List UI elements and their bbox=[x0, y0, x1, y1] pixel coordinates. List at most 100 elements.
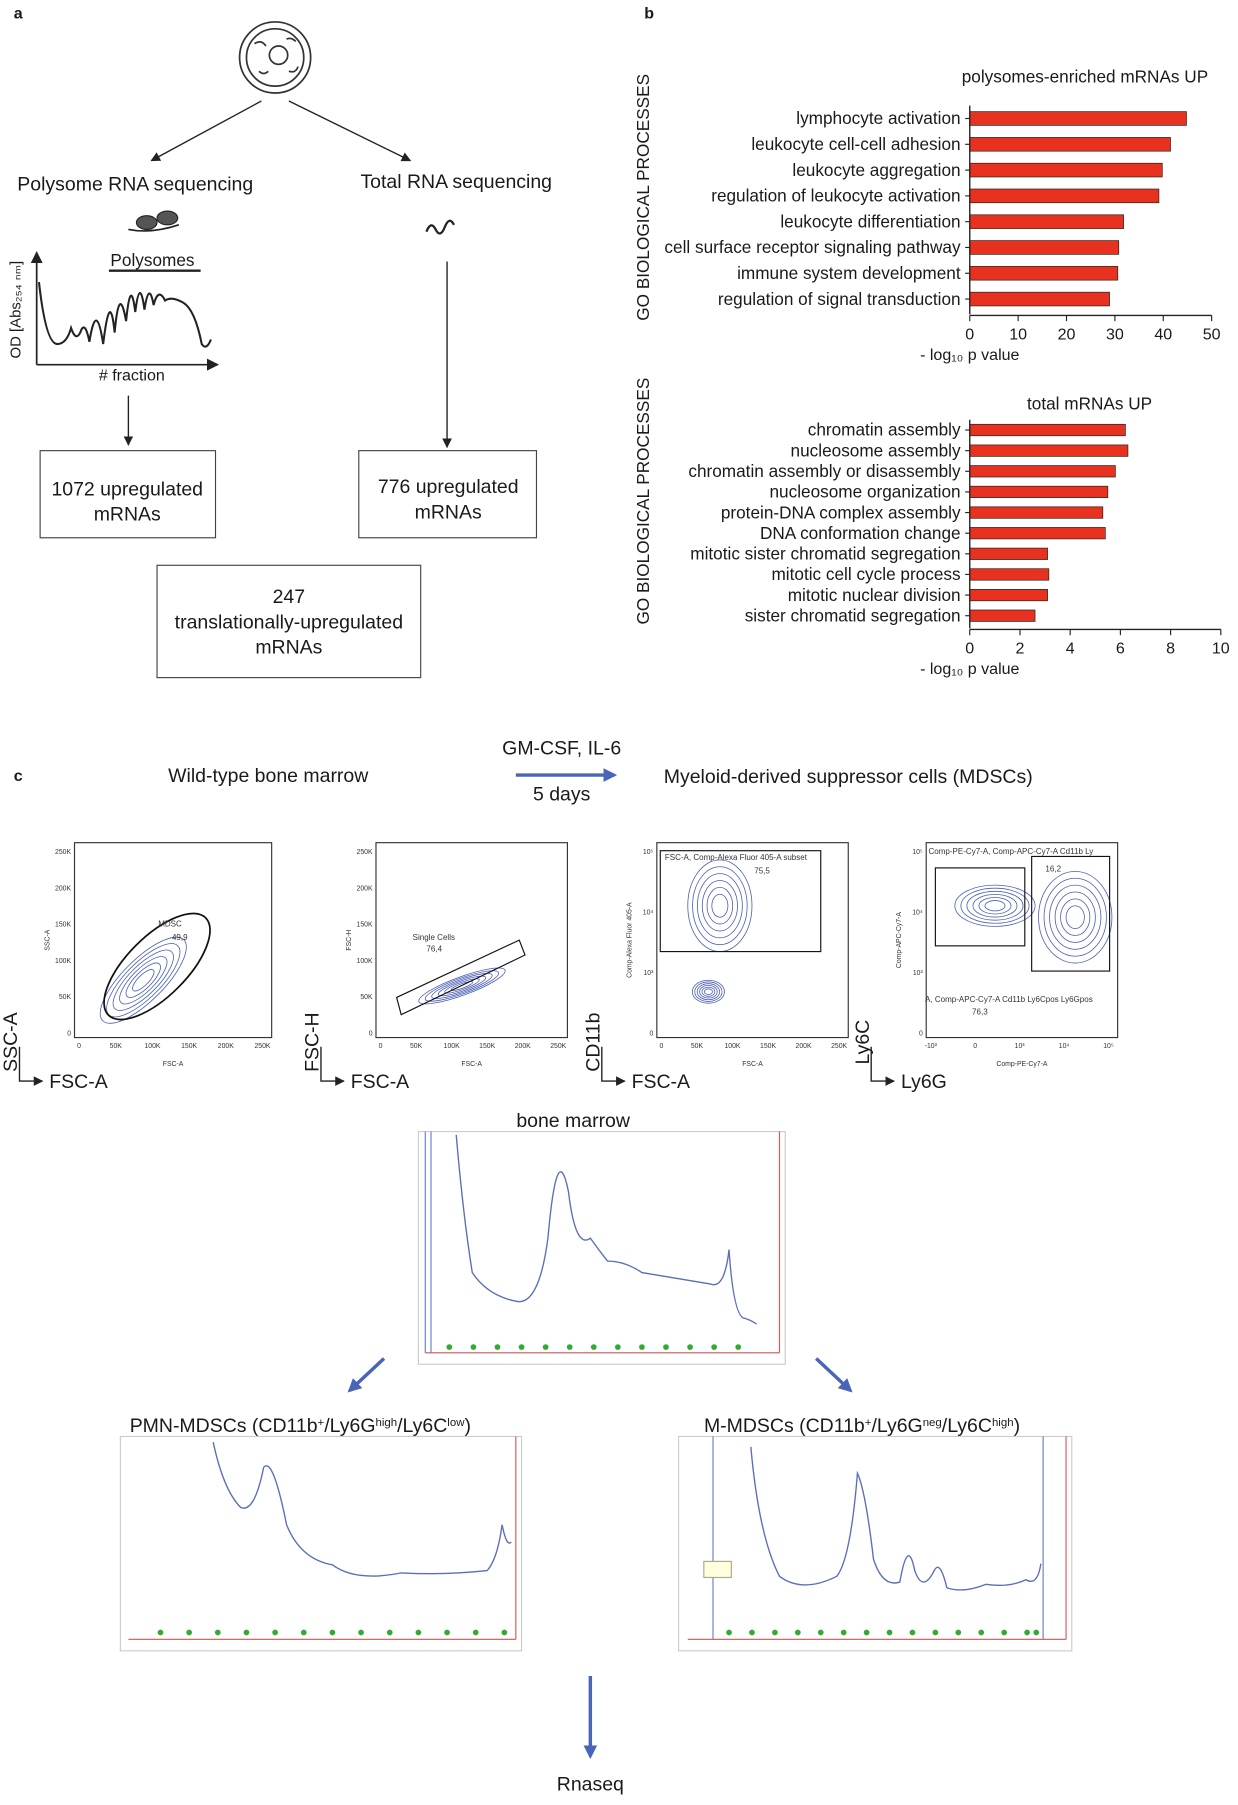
gate bbox=[934, 867, 1026, 947]
bar bbox=[969, 188, 1160, 204]
contour bbox=[437, 975, 487, 997]
plot-frame bbox=[73, 842, 273, 1039]
bar bbox=[969, 214, 1124, 229]
final-step: Rnaseq bbox=[557, 1774, 624, 1796]
gate-name: FSC-A, Comp-Alexa Fluor 405-A subset bbox=[665, 853, 808, 862]
contour bbox=[444, 978, 480, 994]
category-label: mitotic sister chromatid segregation bbox=[690, 544, 960, 564]
ribosome-icon bbox=[128, 210, 180, 232]
y-axis-label: SSC-A bbox=[0, 1012, 22, 1072]
x-axis-label: FSC-A bbox=[49, 1071, 107, 1093]
x-tick-label: 250K bbox=[831, 1043, 847, 1050]
contour bbox=[132, 969, 155, 992]
x-tick-label: 50K bbox=[691, 1043, 704, 1050]
method-label: Total RNA sequencing bbox=[360, 171, 552, 193]
y-axis-title: Comp-Alexa Fluor 405-A bbox=[627, 902, 634, 978]
title-part: high bbox=[992, 1417, 1014, 1429]
x-tick-label: 0 bbox=[379, 1043, 383, 1050]
category-label: nucleosome organization bbox=[770, 482, 961, 502]
contour bbox=[972, 893, 1018, 918]
x-tick-label: 200K bbox=[515, 1043, 531, 1050]
panel-letter: b bbox=[644, 4, 654, 22]
gate-name: Single Cells bbox=[413, 933, 455, 942]
panel-c: c Wild-type bone marrow GM-CSF, IL-6 5 d… bbox=[0, 737, 1119, 1796]
x-tick-label: 0 bbox=[965, 640, 974, 658]
contour bbox=[1043, 877, 1107, 957]
title-part: /Ly6C bbox=[397, 1415, 447, 1437]
plot-frame bbox=[925, 842, 1119, 1039]
y-tick-label: 100K bbox=[55, 958, 71, 965]
contour bbox=[450, 981, 474, 991]
y-axis-title: FSC-H bbox=[346, 930, 353, 951]
arrow bbox=[288, 100, 412, 162]
box-text: mRNAs bbox=[415, 501, 482, 523]
x-tick-label: 150K bbox=[181, 1043, 197, 1050]
panel-letter: a bbox=[14, 4, 24, 22]
category-label: sister chromatid segregation bbox=[745, 605, 961, 625]
title-part: /Ly6C bbox=[942, 1415, 992, 1437]
category-label: leukocyte aggregation bbox=[792, 160, 960, 180]
box-text: 1072 upregulated bbox=[51, 478, 203, 500]
bar bbox=[969, 444, 1129, 457]
category-label: leukocyte cell-cell adhesion bbox=[751, 134, 960, 154]
profile-title: PMN-MDSCs (CD11b+/Ly6Ghigh/Ly6Clow) bbox=[130, 1415, 471, 1437]
x-tick-label: 10 bbox=[1212, 640, 1230, 658]
bar bbox=[969, 423, 1126, 437]
panel-a: a Polysome RNA sequencing Total RNA sequ… bbox=[9, 4, 552, 679]
y-tick-label: 100K bbox=[357, 958, 373, 965]
treatment-label: GM-CSF, IL-6 bbox=[502, 737, 621, 759]
mrna-icon bbox=[425, 219, 455, 235]
y-axis-label: GO BIOLOGICAL PROCESSES bbox=[633, 378, 653, 625]
gate-value: 16,2 bbox=[1045, 864, 1061, 873]
bar bbox=[969, 266, 1119, 281]
contours bbox=[954, 870, 1113, 964]
category-label: mitotic nuclear division bbox=[788, 585, 961, 605]
contour bbox=[694, 981, 723, 1002]
x-tick-label: 50K bbox=[410, 1043, 423, 1050]
contour bbox=[701, 880, 738, 932]
gate bbox=[395, 939, 526, 1016]
box-text: 247 bbox=[273, 586, 305, 608]
x-tick-label: 10³ bbox=[1015, 1043, 1026, 1050]
x-tick-label: 250K bbox=[254, 1043, 270, 1050]
category-label: nucleosome assembly bbox=[791, 440, 961, 460]
axis-arrow bbox=[320, 1046, 345, 1086]
trace-band-label: Polysomes bbox=[110, 250, 194, 270]
contour bbox=[1038, 870, 1113, 964]
y-axis-label: FSC-H bbox=[302, 1012, 324, 1071]
contour bbox=[692, 866, 748, 946]
x-tick-label: 200K bbox=[218, 1043, 234, 1050]
contour bbox=[703, 988, 713, 995]
x-tick-label: 30 bbox=[1106, 325, 1124, 343]
x-tick-label: 2 bbox=[1016, 640, 1025, 658]
x-axis-title: FSC-A bbox=[461, 1061, 482, 1068]
y-tick-label: 10⁵ bbox=[912, 849, 923, 856]
contour bbox=[966, 890, 1024, 921]
y-tick-label: 10⁴ bbox=[912, 910, 923, 917]
gate-name: A, Comp-APC-Cy7-A Cd11b Ly6Cpos Ly6Gpos bbox=[925, 995, 1093, 1004]
x-axis-label: FSC-A bbox=[351, 1071, 409, 1093]
x-axis-label: Ly6G bbox=[901, 1071, 947, 1093]
arrow bbox=[150, 100, 262, 162]
contour bbox=[99, 936, 187, 1024]
y-axis-label: Ly6C bbox=[852, 1020, 874, 1065]
chart-title: total mRNAs UP bbox=[1027, 393, 1152, 413]
x-tick-label: 0 bbox=[973, 1043, 977, 1050]
gate-value: 75,5 bbox=[754, 867, 770, 876]
duration-label: 5 days bbox=[533, 783, 591, 805]
axis-arrow bbox=[601, 1046, 626, 1086]
x-tick-label: 100K bbox=[444, 1043, 460, 1050]
contour bbox=[960, 887, 1030, 924]
x-tick-label: 100K bbox=[724, 1043, 740, 1050]
contour bbox=[431, 973, 493, 999]
x-tick-label: 20 bbox=[1058, 325, 1076, 343]
box-text: mRNAs bbox=[255, 637, 322, 659]
category-label: chromatin assembly or disassembly bbox=[688, 461, 961, 481]
y-tick-label: 0 bbox=[369, 1030, 373, 1037]
title-part: PMN-MDSCs (CD11b bbox=[130, 1415, 318, 1437]
contour bbox=[697, 873, 743, 939]
arrow bbox=[347, 1357, 386, 1393]
contours bbox=[418, 967, 506, 1005]
y-tick-label: 50K bbox=[59, 994, 72, 1001]
